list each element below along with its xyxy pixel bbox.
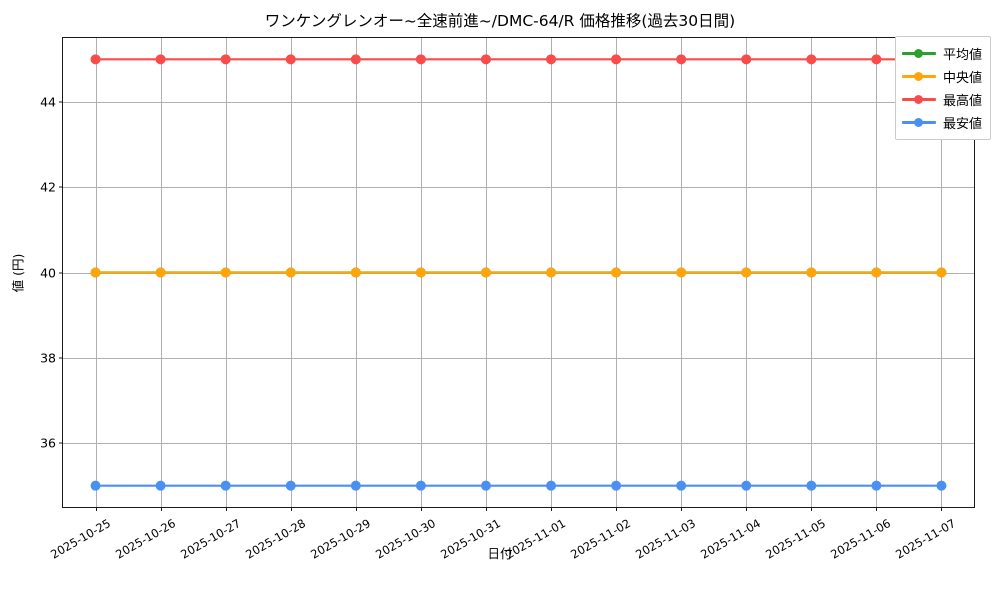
data-point-marker [285, 267, 296, 278]
legend-swatch-icon [901, 47, 936, 61]
chart-legend: 平均値中央値最高値最安値 [894, 36, 991, 140]
data-point-marker [155, 267, 166, 278]
grid-line-horizontal [63, 357, 974, 359]
y-axis-label: 値 (円) [10, 253, 26, 292]
data-point-marker [415, 480, 426, 491]
y-tick-label: 44 [40, 94, 56, 110]
grid-line-horizontal [63, 101, 974, 103]
y-tick-mark [59, 442, 63, 444]
x-tick-mark [941, 507, 943, 511]
y-tick-label: 36 [40, 435, 56, 451]
series-最安値 [90, 480, 947, 491]
data-point-marker [741, 267, 752, 278]
x-tick-mark [485, 507, 487, 511]
data-point-marker [350, 267, 361, 278]
data-point-marker [480, 480, 491, 491]
legend-swatch-icon [901, 93, 936, 107]
x-tick-mark [876, 507, 878, 511]
x-tick-mark [746, 507, 748, 511]
x-tick-mark [225, 507, 227, 511]
data-point-marker [676, 54, 687, 65]
legend-item[interactable]: 最高値 [901, 88, 982, 111]
x-axis-label: 日付 [487, 546, 513, 561]
data-point-marker [806, 480, 817, 491]
data-point-marker [220, 480, 231, 491]
legend-item[interactable]: 最安値 [901, 111, 982, 134]
data-point-marker [90, 267, 101, 278]
y-tick-label: 38 [40, 350, 56, 366]
data-point-marker [936, 480, 947, 491]
plot-area: 値 (円) 2025-10-25 2025-10-26 2025-10-27 2025… [11, 37, 975, 562]
data-point-marker [546, 267, 557, 278]
data-point-marker [741, 54, 752, 65]
data-point-marker [285, 480, 296, 491]
data-point-marker [350, 480, 361, 491]
data-point-marker [220, 54, 231, 65]
legend-item-label: 最安値 [942, 117, 982, 132]
data-point-marker [676, 480, 687, 491]
data-point-marker [741, 480, 752, 491]
data-point-marker [871, 480, 882, 491]
y-tick-mark [59, 357, 63, 359]
series-svg [90, 54, 947, 491]
data-point-marker [415, 267, 426, 278]
data-point-marker [480, 54, 491, 65]
data-point-marker [285, 54, 296, 65]
legend-item[interactable]: 平均値 [901, 42, 982, 65]
y-tick-mark [59, 186, 63, 188]
x-tick-mark [551, 507, 553, 511]
x-tick-mark [95, 507, 97, 511]
y-tick-label: 42 [40, 179, 56, 195]
legend-swatch-icon [901, 70, 936, 84]
data-point-marker [350, 54, 361, 65]
legend-item-label: 平均値 [942, 48, 982, 63]
grid-line-horizontal [63, 187, 974, 189]
x-tick-mark [355, 507, 357, 511]
series-中央値 [90, 267, 947, 278]
data-point-marker [480, 267, 491, 278]
data-point-marker [871, 267, 882, 278]
y-tick-mark [59, 272, 63, 273]
data-point-marker [546, 54, 557, 65]
data-point-marker [806, 267, 817, 278]
data-point-marker [936, 267, 947, 278]
data-point-marker [676, 267, 687, 278]
data-point-marker [806, 54, 817, 65]
data-point-marker [611, 480, 622, 491]
legend-item[interactable]: 中央値 [901, 65, 982, 88]
x-tick-mark [290, 507, 292, 511]
data-point-marker [220, 267, 231, 278]
x-tick-mark [811, 507, 813, 511]
x-tick-mark [420, 507, 422, 511]
data-point-marker [611, 54, 622, 65]
series-layer [63, 38, 974, 507]
x-tick-mark [681, 507, 683, 511]
data-point-marker [155, 54, 166, 65]
data-point-marker [155, 480, 166, 491]
legend-item-label: 中央値 [942, 71, 982, 86]
data-point-marker [415, 54, 426, 65]
data-point-marker [611, 267, 622, 278]
data-point-marker [871, 54, 882, 65]
legend-swatch-icon [901, 116, 936, 130]
x-tick-mark [160, 507, 162, 511]
data-point-marker [546, 480, 557, 491]
data-point-marker [90, 480, 101, 491]
y-tick-label: 40 [40, 265, 56, 280]
grid-line-horizontal [63, 443, 974, 445]
legend-item-label: 最高値 [942, 94, 982, 109]
y-tick-mark [59, 101, 63, 103]
data-point-marker [90, 54, 101, 65]
x-tick-mark [616, 507, 618, 511]
series-最高値 [90, 54, 947, 65]
chart-title: ワンケングレンオー~全速前進~/DMC-64/R 価格推移(過去30日間) [264, 12, 736, 30]
